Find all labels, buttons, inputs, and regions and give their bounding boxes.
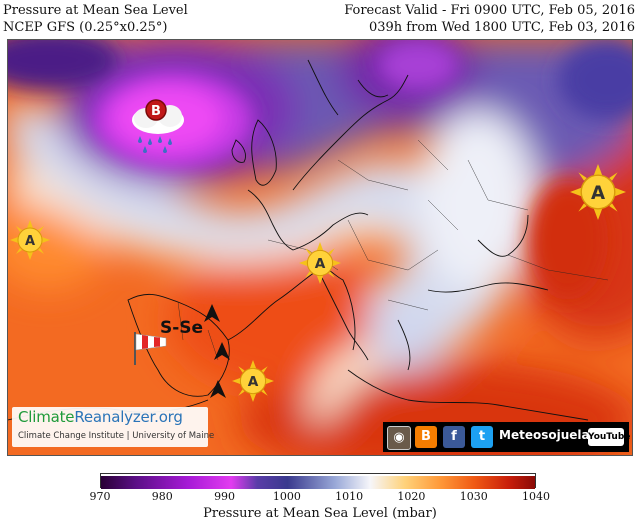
facebook-icon[interactable]: f <box>443 426 465 448</box>
colorbar-tick-label: 1010 <box>335 490 364 503</box>
low-pressure-rain-cloud-icon: B <box>126 94 190 154</box>
climate-reanalyzer-logo: ClimateReanalyzer.org Climate Change Ins… <box>12 407 214 447</box>
colorbar-tick-label: 1030 <box>459 490 488 503</box>
twitter-icon[interactable]: t <box>471 426 493 448</box>
colorbar-tick-label: 1020 <box>397 490 426 503</box>
blogger-icon[interactable]: B <box>415 426 437 448</box>
colorbar-tick-label: 970 <box>89 490 111 503</box>
map-header: Pressure at Mean Sea Level NCEP GFS (0.2… <box>0 0 640 38</box>
climate-reanalyzer-subtitle: Climate Change Institute | University of… <box>18 431 215 441</box>
map-title: Pressure at Mean Sea Level <box>3 3 188 18</box>
low-pressure-label: B <box>151 104 161 119</box>
wind-arrow-icon <box>210 340 234 364</box>
climate-reanalyzer-title: ClimateReanalyzer.org <box>18 408 183 426</box>
pressure-field <box>8 40 632 455</box>
model-name: NCEP GFS (0.25°x0.25°) <box>3 20 168 35</box>
high-pressure-label: A <box>591 183 605 204</box>
high-pressure-sun-icon: A <box>232 360 274 402</box>
social-media-bar: ◉ B f t Meteosojuela YouTube <box>383 422 630 452</box>
high-pressure-sun-icon: A <box>299 242 341 284</box>
forecast-run-time: 039h from Wed 1800 UTC, Feb 03, 2016 <box>368 20 635 35</box>
pressure-colorbar <box>100 473 536 489</box>
high-pressure-label: A <box>25 234 35 249</box>
pressure-map: B A A A A <box>7 39 633 456</box>
high-pressure-sun-icon: A <box>10 220 50 260</box>
colorbar-tick-label: 1040 <box>522 490 550 503</box>
wind-arrow-icon <box>206 378 230 402</box>
social-account-name[interactable]: Meteosojuela <box>499 428 590 442</box>
windsock-icon <box>132 330 172 366</box>
colorbar-tick-label: 990 <box>214 490 236 503</box>
forecast-valid-time: Forecast Valid - Fri 0900 UTC, Feb 05, 2… <box>344 3 635 18</box>
high-pressure-label: A <box>248 374 259 390</box>
wind-direction-label: S-Se <box>160 318 204 338</box>
wind-arrow-icon <box>200 302 224 326</box>
colorbar-tick-label: 980 <box>151 490 173 503</box>
colorbar-gradient <box>101 476 535 489</box>
colorbar-tick-label: 1000 <box>272 490 301 503</box>
colorbar-label: Pressure at Mean Sea Level (mbar) <box>203 506 437 521</box>
high-pressure-sun-icon: A <box>570 164 626 220</box>
youtube-icon[interactable]: YouTube <box>588 428 630 446</box>
colorbar-ticks: 970 980 990 1000 1010 1020 1030 1040 <box>0 490 640 504</box>
high-pressure-label: A <box>315 256 326 272</box>
instagram-icon[interactable]: ◉ <box>387 426 411 450</box>
